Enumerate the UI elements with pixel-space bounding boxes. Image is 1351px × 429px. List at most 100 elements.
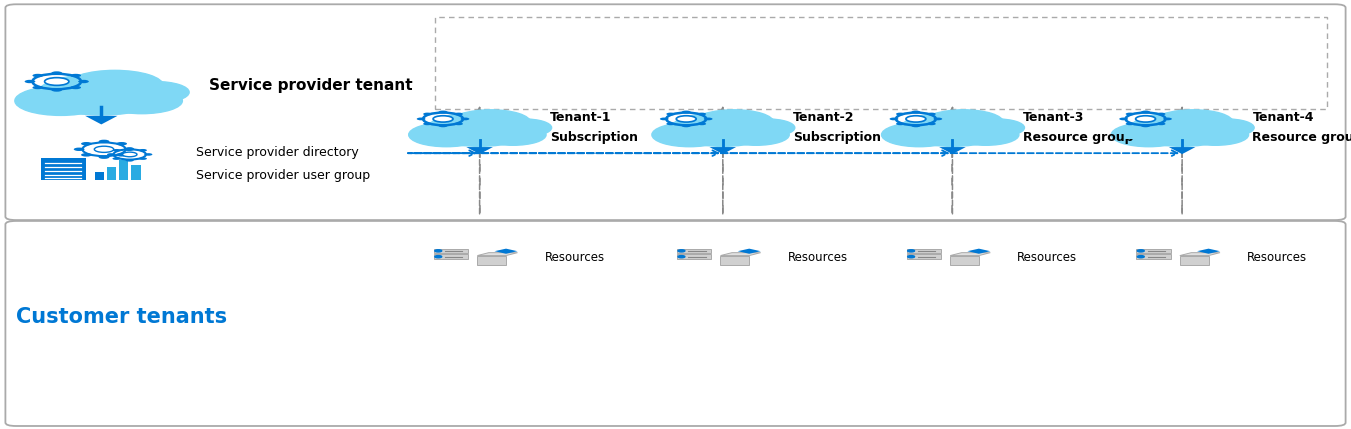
Circle shape — [95, 146, 113, 152]
Circle shape — [739, 119, 794, 136]
Bar — [677, 254, 711, 259]
Polygon shape — [950, 253, 990, 256]
Circle shape — [1112, 123, 1186, 147]
Circle shape — [676, 116, 738, 136]
Circle shape — [416, 118, 426, 120]
Circle shape — [896, 112, 905, 115]
Polygon shape — [466, 147, 493, 154]
Text: Service provider tenant: Service provider tenant — [209, 79, 413, 93]
Circle shape — [101, 88, 182, 114]
Circle shape — [952, 124, 1019, 145]
Polygon shape — [1169, 147, 1196, 154]
Circle shape — [1156, 112, 1166, 115]
Circle shape — [900, 112, 1005, 146]
Circle shape — [99, 140, 109, 143]
Text: Tenant-4: Tenant-4 — [1252, 112, 1315, 124]
Circle shape — [45, 78, 69, 85]
Circle shape — [427, 112, 532, 146]
Circle shape — [666, 112, 676, 115]
Circle shape — [1125, 112, 1135, 115]
Text: Resources: Resources — [1017, 251, 1078, 264]
Circle shape — [666, 122, 676, 125]
Circle shape — [908, 250, 915, 252]
Circle shape — [123, 152, 136, 157]
Circle shape — [435, 250, 442, 252]
Circle shape — [432, 116, 494, 136]
Circle shape — [496, 119, 551, 136]
Circle shape — [1138, 256, 1144, 258]
Circle shape — [81, 142, 92, 145]
Circle shape — [1182, 124, 1248, 145]
Text: Subscription: Subscription — [793, 131, 881, 144]
Polygon shape — [709, 147, 736, 154]
Circle shape — [682, 124, 690, 127]
Circle shape — [1163, 118, 1171, 120]
Circle shape — [439, 111, 447, 113]
Circle shape — [32, 74, 43, 77]
Circle shape — [1156, 122, 1166, 125]
Circle shape — [70, 74, 81, 77]
Circle shape — [927, 122, 936, 125]
Polygon shape — [720, 253, 761, 256]
Bar — [434, 254, 467, 259]
Circle shape — [694, 110, 774, 135]
Circle shape — [116, 142, 127, 145]
Circle shape — [907, 116, 925, 122]
Circle shape — [107, 153, 115, 156]
Circle shape — [1138, 250, 1144, 252]
Text: Tenant-2: Tenant-2 — [793, 112, 855, 124]
Circle shape — [723, 124, 789, 145]
Polygon shape — [939, 147, 966, 154]
Circle shape — [423, 122, 432, 125]
Text: Subscription: Subscription — [550, 131, 638, 144]
Text: Resources: Resources — [544, 251, 605, 264]
FancyBboxPatch shape — [5, 221, 1346, 426]
Circle shape — [670, 112, 775, 146]
Bar — [1179, 256, 1209, 265]
Circle shape — [1129, 112, 1235, 146]
Circle shape — [43, 78, 119, 102]
Circle shape — [908, 256, 915, 258]
Circle shape — [423, 112, 432, 115]
Circle shape — [480, 124, 546, 145]
Circle shape — [32, 86, 43, 89]
Circle shape — [678, 250, 685, 252]
Circle shape — [912, 111, 920, 113]
Circle shape — [969, 119, 1024, 136]
Bar — [1136, 249, 1170, 254]
Circle shape — [66, 70, 163, 101]
Bar — [907, 249, 940, 254]
Polygon shape — [1179, 253, 1220, 256]
Bar — [1124, 130, 1240, 139]
Polygon shape — [494, 249, 517, 254]
Bar — [435, 17, 1327, 109]
Circle shape — [1198, 119, 1254, 136]
Circle shape — [112, 149, 120, 151]
Text: Service provider directory: Service provider directory — [196, 146, 358, 159]
Bar — [477, 256, 507, 265]
Circle shape — [126, 159, 134, 162]
Circle shape — [74, 148, 85, 151]
Circle shape — [439, 124, 447, 127]
Circle shape — [889, 118, 898, 120]
Circle shape — [99, 155, 109, 159]
Text: Resource group: Resource group — [1252, 131, 1351, 144]
Circle shape — [51, 71, 62, 75]
Circle shape — [912, 124, 920, 127]
Circle shape — [122, 82, 189, 103]
Bar — [95, 172, 104, 180]
Circle shape — [123, 148, 134, 151]
Text: Resources: Resources — [788, 251, 848, 264]
Circle shape — [36, 74, 166, 115]
Circle shape — [24, 80, 35, 83]
Text: Tenant-3: Tenant-3 — [1023, 112, 1084, 124]
Circle shape — [461, 118, 469, 120]
Circle shape — [1136, 116, 1155, 122]
Text: Resource group: Resource group — [1023, 131, 1133, 144]
Circle shape — [659, 118, 669, 120]
Bar — [677, 249, 711, 254]
Circle shape — [126, 147, 134, 150]
Circle shape — [1154, 110, 1233, 135]
Text: Resources: Resources — [1247, 251, 1308, 264]
Circle shape — [435, 256, 442, 258]
